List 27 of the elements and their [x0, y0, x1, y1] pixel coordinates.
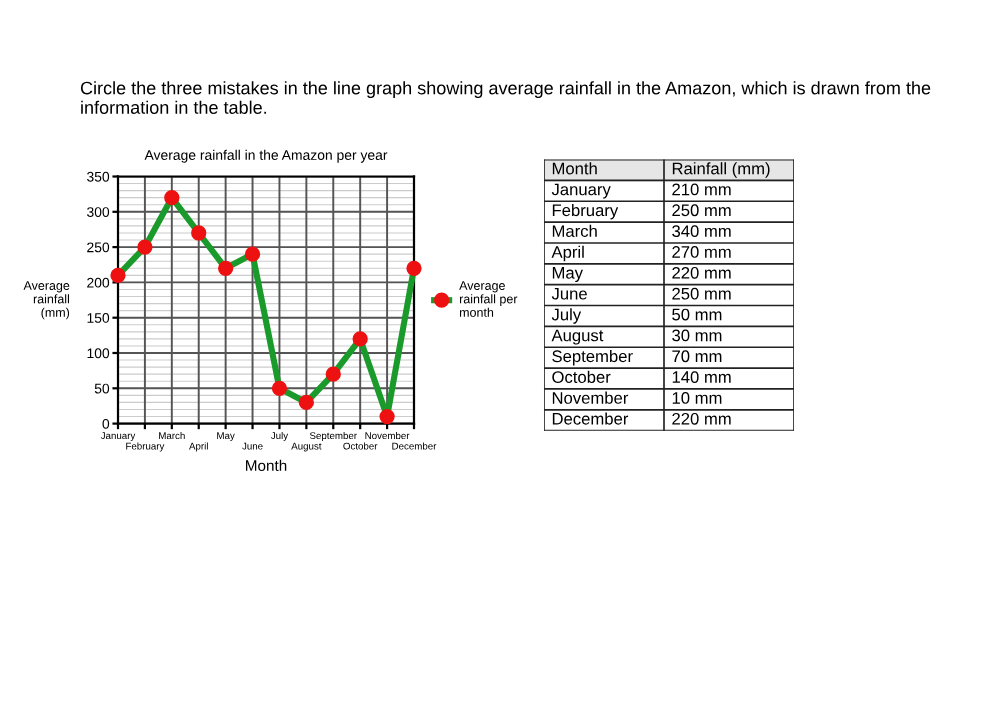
category-label: December — [552, 412, 629, 425]
text: 30 mm — [672, 329, 722, 342]
text: 70 mm — [672, 350, 722, 363]
text: 220 mm — [672, 266, 731, 279]
category-label: July — [551, 308, 582, 324]
category-label: November — [552, 391, 629, 404]
text: 10 mm — [672, 392, 722, 404]
category-label: February — [552, 203, 619, 220]
category-label: June — [551, 287, 587, 300]
category-label: September — [552, 349, 633, 366]
category-label: January — [551, 183, 611, 199]
text: Rainfall (mm) — [672, 162, 770, 178]
text: Month — [552, 162, 597, 175]
text: 140 mm — [672, 371, 731, 383]
text: 250 mm — [672, 287, 731, 300]
text: 340 mm — [672, 225, 731, 238]
text: 250 mm — [672, 204, 731, 217]
text: 50 mm — [672, 308, 722, 321]
category-label: August — [551, 329, 604, 345]
text: 210 mm — [672, 183, 731, 196]
category-label: October — [552, 370, 611, 383]
text: 220 mm — [672, 412, 731, 425]
text: Circle the three mistakes in the line graph showing average rainfall in the Amazon, which is drawn from the information in the table. — [80, 81, 931, 114]
text: 270 mm — [672, 246, 731, 258]
category-label: April — [551, 245, 584, 262]
category-label: May — [552, 267, 583, 283]
category-label: March — [552, 224, 597, 238]
